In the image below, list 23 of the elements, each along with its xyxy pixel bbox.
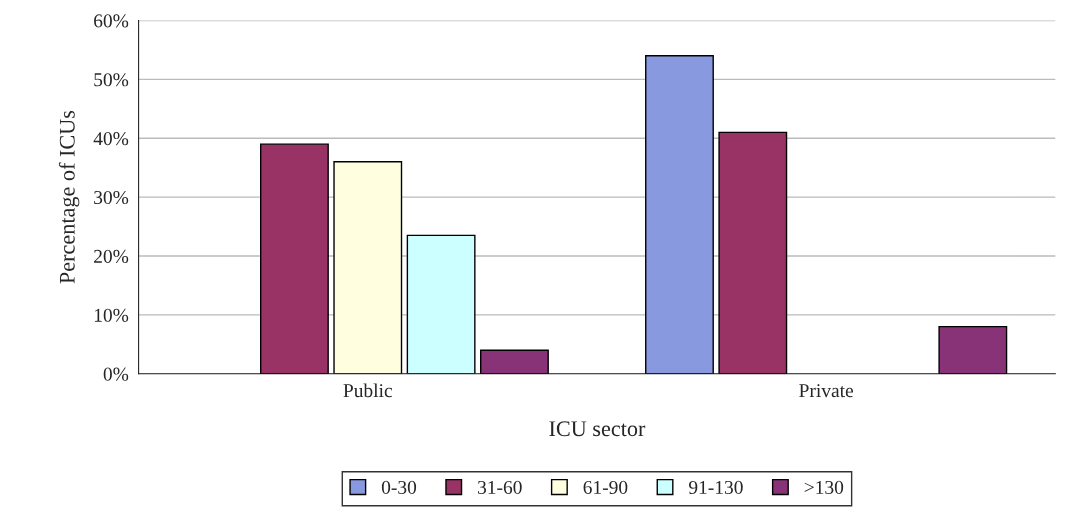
x-axis-title: ICU sector (549, 421, 646, 437)
legend-label: 0-30 (381, 480, 417, 494)
y-tick-label: 50% (94, 73, 129, 87)
x-tick-label: Private (799, 384, 854, 398)
bar (718, 131, 788, 374)
bar (480, 349, 549, 374)
x-tick-label: Public (343, 383, 393, 398)
legend-label: 91-130 (688, 480, 743, 494)
legend-label: >130 (804, 480, 844, 494)
bar (259, 143, 329, 374)
y-tick-label: 20% (94, 249, 129, 263)
bar (645, 55, 714, 374)
legend-label: 61-90 (583, 480, 628, 494)
bar (333, 161, 403, 374)
y-tick-label: 0% (103, 367, 129, 381)
y-tick-label: 40% (93, 132, 129, 146)
y-axis-title: Percentage of ICUs (58, 110, 80, 284)
legend-label: 31-60 (478, 480, 522, 494)
bar (938, 325, 1008, 374)
y-tick-label: 60% (94, 14, 129, 28)
y-tick-label: 10% (94, 308, 129, 322)
y-tick-label: 30% (94, 190, 129, 205)
bar (406, 234, 476, 374)
